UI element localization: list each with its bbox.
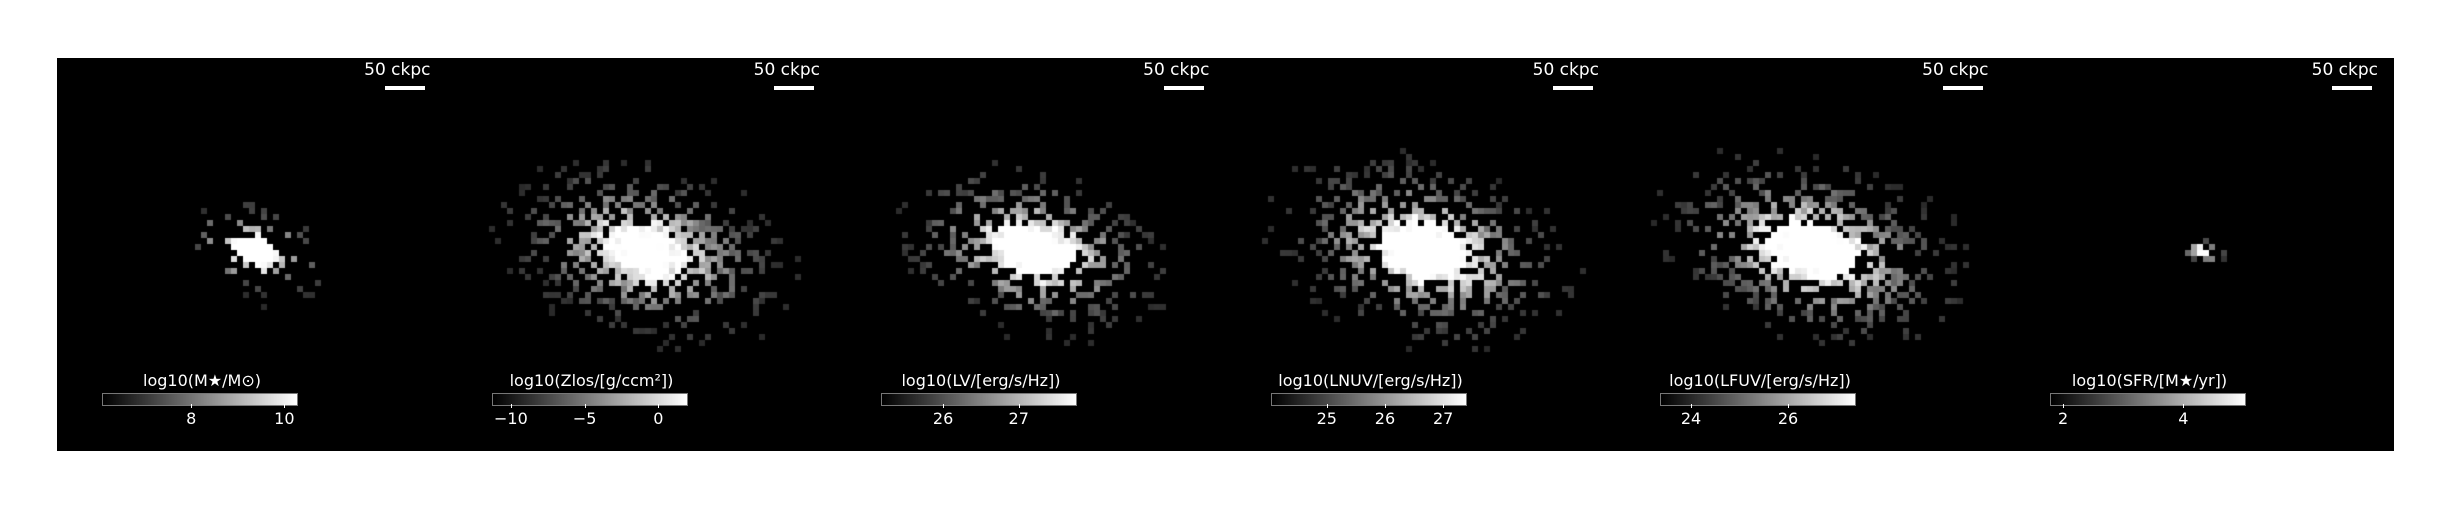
colorbar-label: log10(LV/[erg/s/Hz]) bbox=[901, 371, 1061, 390]
colorbar bbox=[102, 393, 298, 406]
colorbar-tick bbox=[2183, 404, 2185, 408]
colorbar bbox=[1270, 393, 1467, 406]
colorbar-tick bbox=[510, 404, 512, 408]
colorbar-tick-label: 26 bbox=[1374, 409, 1396, 428]
colorbar-tick-label: 27 bbox=[1008, 409, 1029, 428]
colorbar-tick-label: 26 bbox=[1777, 409, 1799, 428]
colorbar-tick-label: 0 bbox=[653, 409, 664, 428]
scale-label: 50 ckpc bbox=[753, 60, 820, 80]
map-panel-3: 50 ckpc log10(LV/[erg/s/Hz]) 26 27 bbox=[836, 58, 1226, 451]
colorbar-tick-label: 24 bbox=[1680, 409, 1702, 428]
scale-label: 50 ckpc bbox=[2311, 60, 2378, 80]
pixel-map bbox=[57, 58, 446, 451]
pixel-map bbox=[836, 58, 1225, 451]
map-panel-2: 50 ckpc log10(Zlos/[g/ccm²]) −10 −5 0 bbox=[446, 58, 837, 451]
colorbar bbox=[881, 393, 1077, 406]
colorbar-tick bbox=[1443, 404, 1445, 408]
colorbar-tick bbox=[1384, 404, 1386, 408]
colorbar-tick-label: 8 bbox=[186, 409, 197, 428]
scale-bar bbox=[1942, 86, 1983, 90]
colorbar-tick bbox=[584, 404, 586, 408]
scale-label: 50 ckpc bbox=[1143, 60, 1210, 80]
pixel-map bbox=[2004, 58, 2394, 451]
map-panel-5: 50 ckpc log10(LFUV/[erg/s/Hz]) 24 26 bbox=[1615, 58, 2005, 451]
image-strip: 50 ckpc log10(M★/M⊙) 8 10 50 ckpc log10(Zlos/… bbox=[57, 58, 2394, 451]
scale-bar bbox=[774, 86, 814, 90]
scale-label: 50 ckpc bbox=[364, 60, 431, 80]
pixel-map bbox=[1615, 58, 2004, 451]
colorbar-tick bbox=[943, 404, 945, 408]
colorbar-tick-label: 4 bbox=[2178, 409, 2189, 428]
map-panel-6: 50 ckpc log10(SFR/[M★/yr]) 2 4 bbox=[2004, 58, 2395, 451]
colorbar bbox=[2049, 393, 2246, 406]
colorbar-tick-label: 26 bbox=[932, 409, 954, 428]
pixel-map bbox=[1225, 58, 1615, 451]
scale-bar bbox=[1553, 86, 1593, 90]
scale-bar bbox=[1163, 86, 1204, 90]
colorbar-tick bbox=[191, 404, 193, 408]
map-panel-1: 50 ckpc log10(M★/M⊙) 8 10 bbox=[57, 58, 447, 451]
colorbar-tick-label: 10 bbox=[274, 409, 295, 428]
colorbar-tick bbox=[1691, 404, 1693, 408]
colorbar-tick-label: 25 bbox=[1316, 409, 1337, 428]
colorbar-tick-label: −10 bbox=[494, 409, 528, 428]
colorbar-tick bbox=[1018, 404, 1020, 408]
scale-label: 50 ckpc bbox=[1922, 60, 1989, 80]
pixel-map bbox=[446, 58, 836, 451]
scale-bar bbox=[2332, 86, 2372, 90]
colorbar-tick bbox=[1788, 404, 1790, 408]
scale-label: 50 ckpc bbox=[1532, 60, 1599, 80]
colorbar-tick bbox=[658, 404, 660, 408]
colorbar-label: log10(SFR/[M★/yr]) bbox=[2071, 371, 2228, 390]
colorbar-label: log10(M★/M⊙) bbox=[143, 371, 261, 390]
colorbar-tick bbox=[2063, 404, 2065, 408]
colorbar bbox=[1660, 393, 1856, 406]
colorbar-tick-label: 2 bbox=[2057, 409, 2069, 428]
colorbar-label: log10(Zlos/[g/ccm²]) bbox=[509, 371, 674, 390]
colorbar-tick-label: 27 bbox=[1432, 409, 1454, 428]
map-panel-4: 50 ckpc log10(LNUV/[erg/s/Hz]) 25 26 27 bbox=[1225, 58, 1616, 451]
colorbar-tick-label: −5 bbox=[572, 409, 597, 428]
colorbar-tick bbox=[284, 404, 286, 408]
colorbar bbox=[491, 393, 688, 406]
scale-bar bbox=[384, 86, 425, 90]
colorbar-label: log10(LNUV/[erg/s/Hz]) bbox=[1278, 371, 1463, 390]
colorbar-tick bbox=[1326, 404, 1328, 408]
colorbar-label: log10(LFUV/[erg/s/Hz]) bbox=[1669, 371, 1851, 390]
